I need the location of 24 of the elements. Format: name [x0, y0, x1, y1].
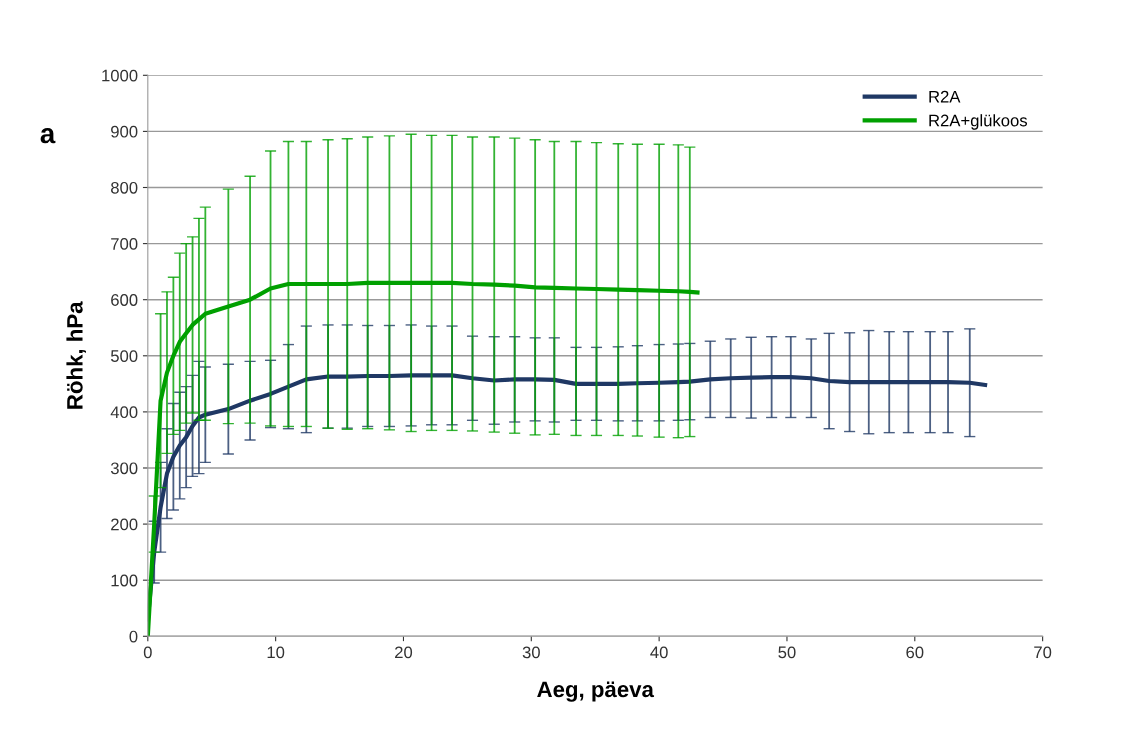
y-tick-label: 100 [111, 574, 138, 587]
x-tick-label: 70 [1034, 646, 1052, 659]
x-tick-label: 10 [267, 646, 285, 659]
y-tick-label: 300 [110, 462, 138, 475]
legend-label: R2A+glükoos [929, 114, 1028, 130]
y-tick-label: 600 [111, 294, 138, 306]
legend-label: R2A [929, 90, 961, 103]
y-tick-label: 200 [111, 518, 138, 531]
y-tick-label: 800 [111, 181, 138, 194]
x-tick-label: 30 [522, 646, 540, 659]
y-tick-label: 1000 [102, 69, 138, 82]
x-tick-label: 50 [778, 646, 796, 659]
y-tick-label: 700 [111, 238, 138, 250]
x-tick-label: 40 [650, 646, 668, 659]
y-tick-label: 0 [129, 630, 138, 643]
y-tick-label: 900 [111, 125, 138, 138]
y-tick-label: 500 [110, 350, 138, 362]
y-axis-title: Röhk, hPa [66, 301, 86, 409]
text: a [40, 128, 56, 144]
x-tick-label: 20 [395, 646, 413, 659]
x-tick-label: 60 [906, 646, 924, 659]
x-axis-title: Aeg, päeva [537, 681, 655, 702]
x-tick-label: 0 [143, 646, 152, 659]
y-tick-label: 400 [110, 406, 138, 419]
